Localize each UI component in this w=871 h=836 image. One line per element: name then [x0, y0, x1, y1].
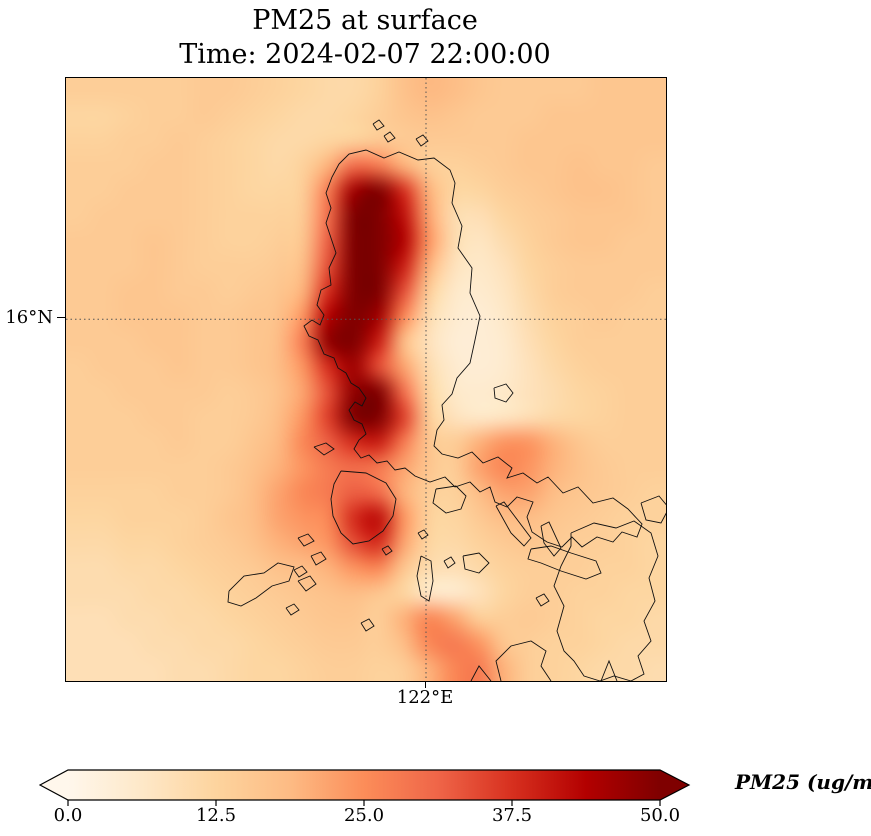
colorbar-title-text: PM25 (ug/m: [735, 770, 871, 794]
coastline-catanduanes: [640, 495, 666, 524]
colorbar-gradient-bar: [39, 769, 691, 801]
lon-tick-label: 122°E: [396, 687, 454, 708]
pm25-heatmap-canvas: [66, 78, 666, 681]
coastline-islet-w2: [310, 551, 327, 566]
coastline-islet-c2: [381, 545, 393, 556]
figure-title: PM25 at surface: [252, 5, 478, 36]
figure-subtitle: Time: 2024-02-07 22:00:00: [179, 39, 551, 70]
lon-tick-mark: [424, 681, 426, 688]
colorbar-tick-label-2: 25.0: [343, 805, 385, 826]
coastline-banton: [417, 529, 429, 540]
coastline-negros-tip: [470, 665, 492, 681]
coastline-islet-samar-w: [535, 593, 550, 607]
coastline-masbate: [527, 545, 602, 580]
coastline-tablas: [416, 555, 434, 602]
colorbar-tick-marks: [67, 800, 661, 806]
coastline-islet-c1: [360, 618, 375, 632]
coastline-luzon: [303, 149, 643, 548]
coastline-babuyan-2: [383, 131, 396, 143]
coastline-babuyan-1: [372, 119, 385, 131]
coastline-romblon: [443, 556, 456, 569]
coastline-mindoro: [330, 470, 397, 545]
coastline-panay-partial: [495, 640, 552, 681]
map-plot-area: [65, 77, 667, 682]
colorbar-tick-label-0: 0.0: [53, 805, 83, 826]
coastline-sibuyan: [462, 552, 490, 574]
colorbar-title: PM25 (ug/m3): [735, 770, 871, 794]
coastline-gridline-overlay: [66, 78, 666, 681]
coastline-marinduque: [432, 485, 467, 514]
coastline-islet-w3: [293, 565, 308, 578]
coastline-coron: [297, 575, 317, 592]
coastline-ticao: [540, 521, 562, 557]
coastline-cebu-tip: [600, 659, 618, 681]
colorbar: [39, 769, 691, 806]
coastline-samar: [553, 520, 659, 681]
coastline-busuanga: [227, 562, 295, 607]
coastline-burias: [495, 501, 532, 547]
coastline-lubang: [313, 442, 335, 456]
colorbar-tick-label-3: 37.5: [491, 805, 533, 826]
colorbar-tick-label-1: 12.5: [195, 805, 237, 826]
colorbar-tick-label-4: 50.0: [639, 805, 681, 826]
lat-tick-mark: [57, 317, 65, 319]
lat-tick-label: 16°N: [5, 307, 53, 328]
coastline-polillo: [493, 383, 514, 403]
coastline-babuyan-3: [415, 134, 429, 147]
coastline-islet-w1: [297, 533, 315, 547]
coastline-calamian-tiny: [285, 603, 300, 616]
